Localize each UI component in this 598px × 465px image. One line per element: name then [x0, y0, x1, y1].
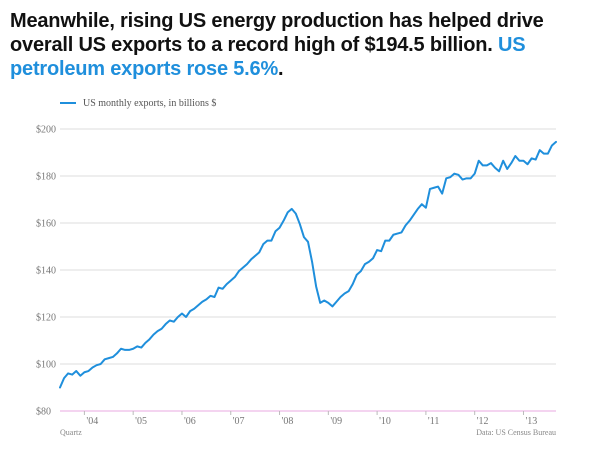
x-tick-label: '06	[184, 416, 196, 427]
x-tick-label: '09	[330, 416, 342, 427]
x-tick-label: '08	[282, 416, 294, 427]
series-line-us-monthly-exports	[60, 142, 556, 388]
y-tick-label: $160	[36, 219, 56, 230]
x-tick-label: '12	[477, 416, 489, 427]
y-tick-label: $80	[36, 407, 51, 418]
y-tick-label: $120	[36, 313, 56, 324]
x-tick-label: '04	[86, 416, 98, 427]
x-tick-label: '13	[525, 416, 537, 427]
series-layer	[60, 142, 556, 388]
x-tick-label: '07	[233, 416, 245, 427]
footer-source: Data: US Census Bureau	[476, 428, 556, 437]
y-axis-tick-labels: $80 $100 $120 $140 $160 $180 $200	[36, 125, 56, 418]
x-tick-label: '05	[135, 416, 147, 427]
y-tick-label: $200	[36, 125, 56, 136]
x-tick-label: '11	[428, 416, 439, 427]
footer-brand: Quartz	[60, 428, 82, 437]
y-tick-label: $180	[36, 172, 56, 183]
x-axis-tick-labels: '04 '05 '06 '07 '08 '09 '10 '11 '12 '13	[84, 411, 537, 427]
y-tick-label: $100	[36, 360, 56, 371]
x-tick-label: '10	[379, 416, 391, 427]
y-tick-label: $140	[36, 266, 56, 277]
